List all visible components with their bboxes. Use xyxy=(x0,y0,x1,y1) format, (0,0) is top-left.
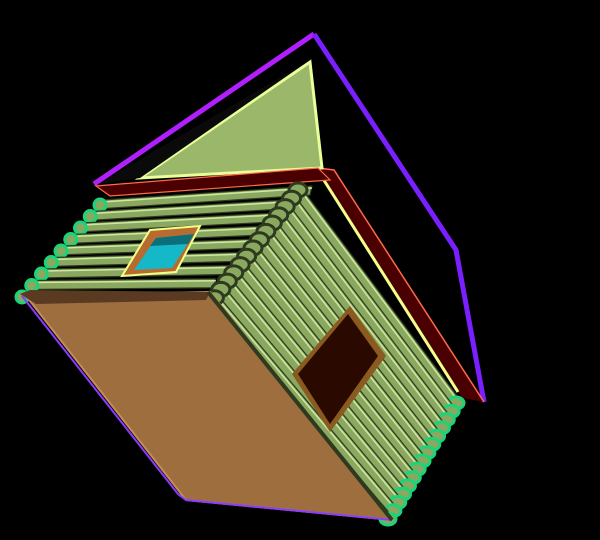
window-glass-shade xyxy=(150,234,194,246)
log-end xyxy=(82,209,98,224)
log-highlight xyxy=(297,186,459,402)
roof-ridge-left xyxy=(92,31,316,187)
log-highlight xyxy=(92,200,299,215)
floor-outline xyxy=(21,295,393,521)
roof-eave-yellow-edge xyxy=(318,173,460,393)
log-end xyxy=(34,266,49,282)
log-highlight xyxy=(290,194,454,410)
log-end xyxy=(53,243,69,259)
log-highlight xyxy=(82,213,285,226)
log-highlight xyxy=(213,294,396,510)
log-highlight xyxy=(278,211,445,427)
floor-edge-band xyxy=(20,290,210,304)
gable-shadow xyxy=(98,60,310,184)
floor-side-edge xyxy=(206,290,394,522)
log-end xyxy=(73,220,88,236)
log-highlight xyxy=(33,280,216,284)
door-panel xyxy=(298,314,378,424)
door xyxy=(292,306,386,432)
gable-triangle xyxy=(134,59,324,180)
top-rim xyxy=(94,167,332,197)
log-end xyxy=(24,278,40,293)
log-highlight xyxy=(284,203,449,419)
roof-outline xyxy=(92,31,487,403)
log-highlight xyxy=(101,187,313,203)
log-end xyxy=(63,232,79,247)
roof-eave xyxy=(318,168,484,402)
log-end xyxy=(92,197,108,213)
roof-ridge-right xyxy=(311,32,487,403)
log-end xyxy=(43,255,59,270)
window xyxy=(120,224,202,278)
